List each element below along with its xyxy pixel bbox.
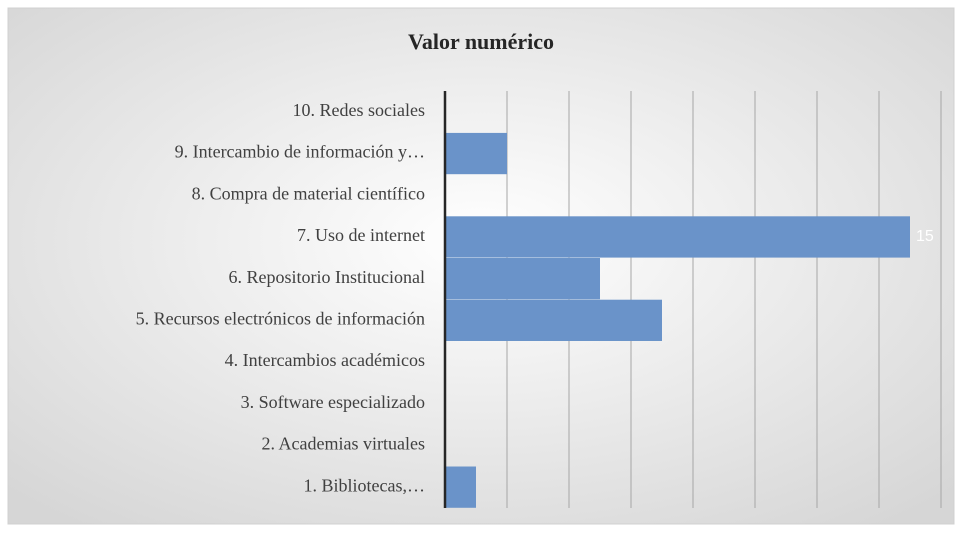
y-tick-label: 3. Software especializado — [241, 392, 425, 412]
y-tick-label: 5. Recursos electrónicos de información — [136, 308, 425, 328]
chart-title: Valor numérico — [408, 29, 554, 54]
bar — [445, 132, 507, 175]
y-tick-label: 6. Repositorio Institucional — [229, 267, 425, 287]
y-tick-label: 7. Uso de internet — [297, 225, 425, 245]
y-tick-label: 4. Intercambios académicos — [225, 350, 425, 370]
y-tick-label: 9. Intercambio de información y… — [175, 142, 425, 162]
data-label: 15 — [916, 228, 934, 245]
y-tick-label: 10. Redes sociales — [293, 100, 425, 120]
y-tick-label: 1. Bibliotecas,… — [304, 475, 425, 495]
bar — [445, 299, 662, 341]
y-tick-label: 8. Compra de material científico — [192, 183, 425, 203]
bar — [445, 466, 476, 508]
bar — [445, 258, 600, 300]
bar — [445, 216, 910, 258]
y-tick-label: 2. Academias virtuales — [262, 434, 425, 454]
